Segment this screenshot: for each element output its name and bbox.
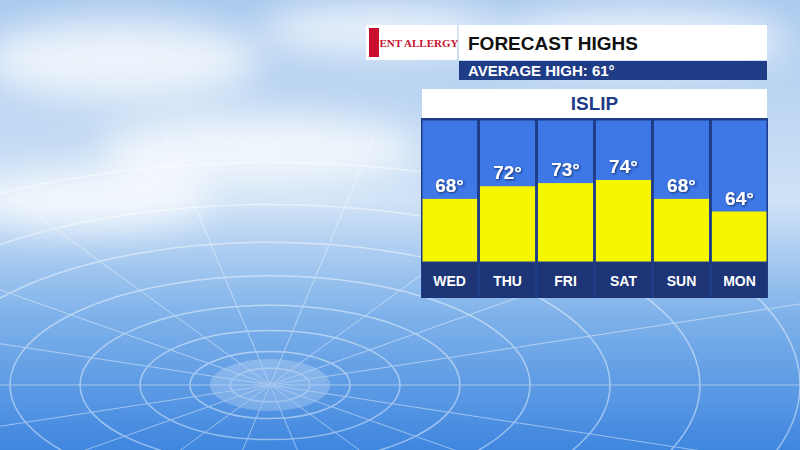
subtitle: AVERAGE HIGH: 61°: [468, 62, 615, 79]
radar-ring: [0, 242, 610, 450]
column-label-bg: [422, 262, 477, 298]
data-labels: 68° 72° 73° 74° 68° 64°: [435, 156, 754, 209]
column-bg: [480, 120, 535, 262]
x-tick: MON: [723, 273, 756, 289]
column-bg: [538, 120, 593, 262]
data-label: 64°: [725, 188, 754, 209]
radar-spoke: [270, 385, 800, 450]
x-tick-label: SUN: [667, 273, 697, 289]
bar: [654, 199, 709, 262]
radar-ring: [10, 276, 530, 450]
column-bg: [712, 120, 767, 262]
data-label: 68°: [667, 175, 696, 196]
x-tick-label: FRI: [554, 273, 577, 289]
column-label-bg: [480, 262, 535, 298]
column-bg: [654, 120, 709, 262]
radar-spoke: [270, 385, 730, 450]
data-label: 68°: [435, 175, 464, 196]
radar-spoke: [0, 223, 270, 385]
x-tick-label: THU: [493, 273, 522, 289]
column-bg: [596, 120, 651, 262]
column-label-bg: [596, 262, 651, 298]
radar-ring: [190, 351, 350, 418]
cloud: [0, 170, 210, 230]
logo-icon: [369, 28, 379, 57]
chart-root: ENT ALLERGY FORECAST HIGHS AVERAGE HIGH: 6…: [0, 0, 800, 450]
bar: [480, 186, 535, 262]
x-axis-line: [423, 262, 768, 263]
title: FORECAST HIGHS: [468, 33, 638, 54]
column-label-bg: [712, 262, 767, 298]
cloud: [0, 20, 260, 100]
data-label: 72°: [493, 162, 522, 183]
radar-ring: [0, 162, 800, 450]
x-tick-label: WED: [433, 273, 466, 289]
radar-spoke: [270, 299, 800, 385]
bar: [422, 199, 477, 262]
panel-title: ISLIP: [571, 93, 619, 114]
radar: [0, 137, 800, 450]
logo-text: ENT ALLERGY: [380, 37, 459, 49]
panel-title-box: [422, 89, 767, 118]
columns: [422, 120, 767, 298]
x-tick: WED: [433, 273, 466, 289]
radar-spoke: [0, 167, 270, 385]
x-tick-label: SAT: [610, 273, 637, 289]
x-tick: SAT: [610, 273, 637, 289]
bar: [538, 183, 593, 262]
x-tick: FRI: [554, 273, 577, 289]
bar: [596, 180, 651, 262]
data-label: 74°: [609, 156, 638, 177]
column-label-bg: [654, 262, 709, 298]
plot-frame: [422, 120, 767, 262]
radar-center: [210, 359, 330, 411]
radar-spoke: [270, 385, 800, 386]
subtitle-box: [459, 61, 767, 80]
column-bg: [422, 120, 477, 262]
x-tick-label: MON: [723, 273, 756, 289]
x-tick: SUN: [667, 273, 697, 289]
x-tick: THU: [493, 273, 522, 289]
title-box: [459, 25, 767, 60]
radar-spoke: [166, 137, 270, 385]
x-axis: WED THU FRI SAT SUN MON: [423, 263, 768, 289]
radar-ring: [80, 305, 460, 450]
plot-backdrop: [421, 118, 768, 298]
column-label-bg: [538, 262, 593, 298]
radar-spoke: [270, 167, 570, 385]
bars: [422, 180, 767, 262]
bar: [712, 212, 767, 262]
data-label: 73°: [551, 159, 580, 180]
radar-spoke: [270, 137, 374, 385]
